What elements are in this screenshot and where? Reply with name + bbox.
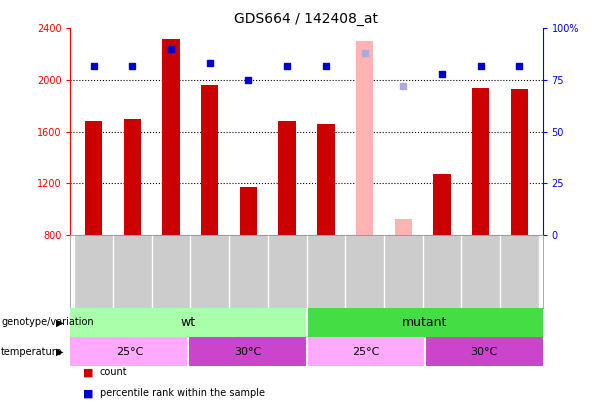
- Bar: [191, 235, 229, 308]
- Text: 30°C: 30°C: [470, 347, 497, 356]
- Bar: [229, 235, 268, 308]
- Text: percentile rank within the sample: percentile rank within the sample: [100, 388, 265, 398]
- Bar: [113, 235, 152, 308]
- Bar: [162, 39, 180, 235]
- Bar: [189, 337, 306, 366]
- Bar: [345, 235, 384, 308]
- Bar: [85, 122, 102, 235]
- Bar: [152, 235, 191, 308]
- Text: ■: ■: [83, 388, 93, 398]
- Bar: [384, 235, 422, 308]
- Bar: [201, 85, 218, 235]
- Bar: [395, 220, 412, 235]
- Text: 30°C: 30°C: [234, 347, 261, 356]
- Bar: [461, 235, 500, 308]
- Text: wt: wt: [181, 316, 196, 329]
- Bar: [306, 308, 543, 337]
- Bar: [472, 88, 489, 235]
- Bar: [356, 41, 373, 235]
- Text: ▶: ▶: [56, 318, 63, 327]
- Title: GDS664 / 142408_at: GDS664 / 142408_at: [235, 12, 378, 26]
- Text: temperature: temperature: [1, 347, 63, 356]
- Text: ■: ■: [83, 367, 93, 377]
- Bar: [433, 174, 451, 235]
- Bar: [74, 235, 113, 308]
- Bar: [124, 119, 141, 235]
- Bar: [278, 122, 296, 235]
- Bar: [240, 187, 257, 235]
- Bar: [500, 235, 539, 308]
- Bar: [511, 89, 528, 235]
- Bar: [306, 235, 345, 308]
- Text: genotype/variation: genotype/variation: [1, 318, 94, 327]
- Bar: [306, 337, 424, 366]
- Bar: [424, 337, 543, 366]
- Bar: [268, 235, 306, 308]
- Text: ▶: ▶: [56, 347, 63, 356]
- Text: count: count: [100, 367, 128, 377]
- Text: 25°C: 25°C: [116, 347, 143, 356]
- Bar: [70, 308, 306, 337]
- Text: 25°C: 25°C: [352, 347, 379, 356]
- Bar: [317, 124, 335, 235]
- Text: mutant: mutant: [402, 316, 447, 329]
- Bar: [70, 337, 189, 366]
- Bar: [422, 235, 461, 308]
